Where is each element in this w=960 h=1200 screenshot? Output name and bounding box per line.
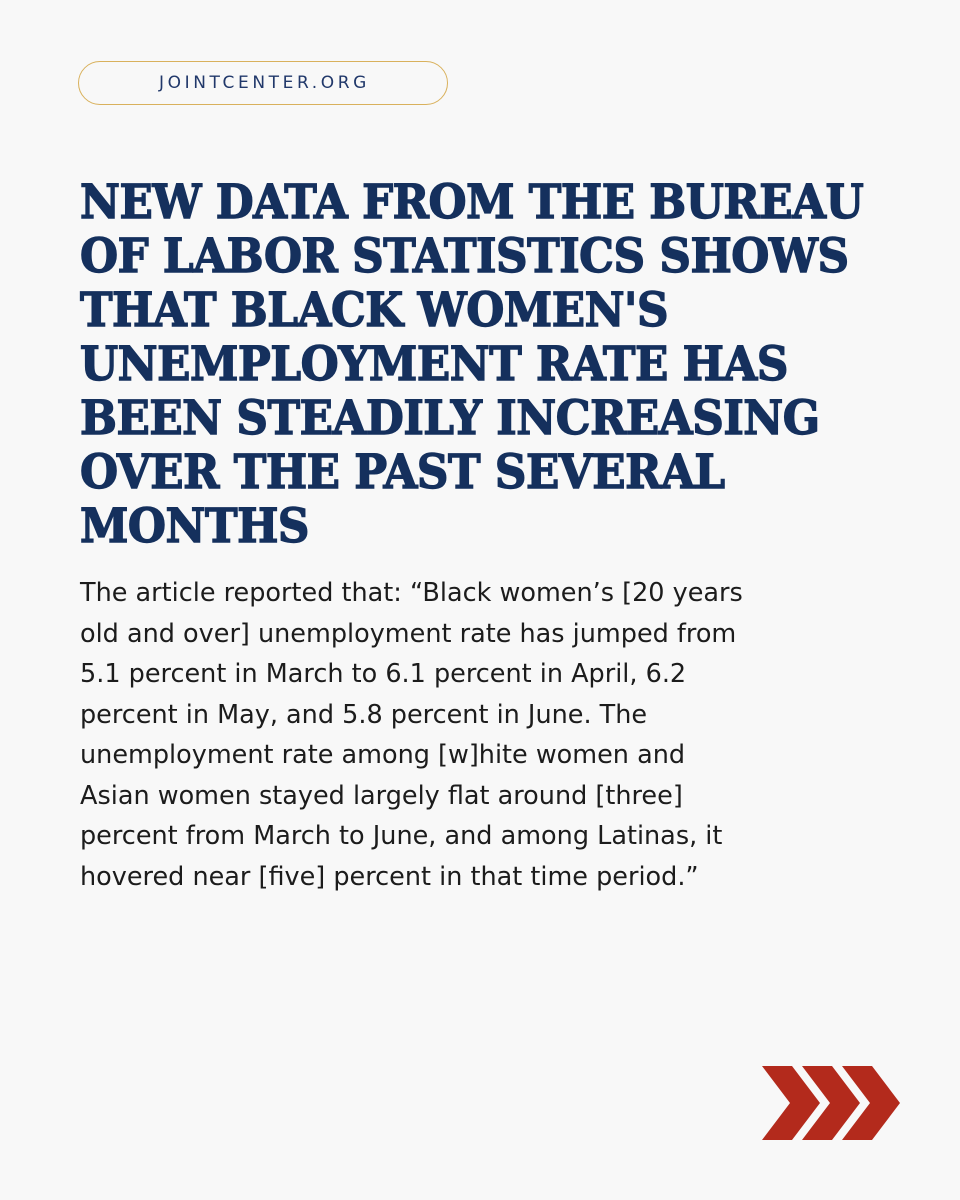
site-url-text: JOINTCENTER.ORG (159, 73, 370, 93)
chevron-1 (762, 1066, 820, 1140)
headline-line: BEEN STEADILY INCREASING (79, 391, 820, 446)
body-line: 5.1 percent in March to 6.1 percent in A… (80, 659, 687, 689)
headline-line: NEW DATA FROM THE BUREAU (79, 175, 864, 230)
site-url-badge: JOINTCENTER.ORG (78, 61, 448, 105)
headline-line: THAT BLACK WOMEN'S (79, 283, 669, 338)
body-line: percent in May, and 5.8 percent in June.… (80, 699, 648, 730)
headline: NEW DATA FROM THE BUREAU OF LABOR STATIS… (79, 175, 880, 554)
headline-line: MONTHS (79, 499, 310, 554)
body-line: unemployment rate among [w]hite women an… (80, 740, 686, 770)
headline-line: OVER THE PAST SEVERAL (79, 445, 725, 500)
body-line: Asian women stayed largely flat around [… (80, 780, 683, 811)
body-line: old and over] unemployment rate has jump… (80, 618, 737, 649)
body-line: The article reported that: “Black women’… (80, 578, 743, 608)
body-line: hovered near [five] percent in that time… (80, 861, 699, 892)
chevron-3 (842, 1066, 900, 1140)
headline-line: UNEMPLOYMENT RATE HAS (79, 337, 789, 392)
headline-line: OF LABOR STATISTICS SHOWS (79, 229, 849, 284)
triple-chevron-right-icon (762, 1066, 900, 1140)
article-quote: The article reported that: “Black women’… (80, 573, 900, 897)
body-line: percent from March to June, and among La… (80, 821, 723, 851)
chevron-2 (802, 1066, 860, 1140)
